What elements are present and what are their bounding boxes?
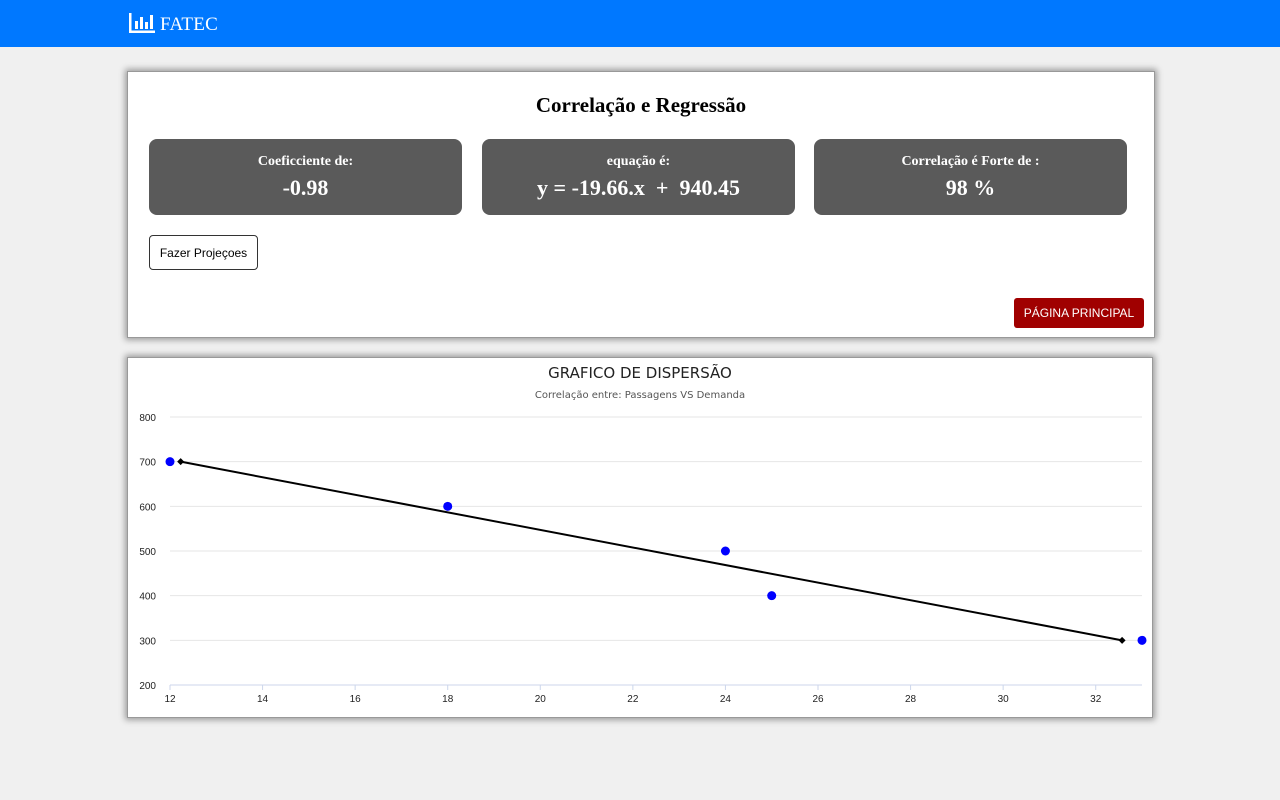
strength-card: Correlação é Forte de : 98 % — [814, 139, 1127, 215]
x-tick-label: 12 — [164, 694, 176, 705]
coefficient-card: Coeficciente de: -0.98 — [149, 139, 462, 215]
y-tick-label: 300 — [139, 636, 156, 647]
x-tick-label: 32 — [1090, 694, 1102, 705]
brand-text: FATEC — [160, 13, 219, 35]
scatter-point — [767, 591, 777, 601]
chart-title: GRAFICO DE DISPERSÃO — [548, 364, 732, 382]
y-tick-label: 700 — [139, 458, 156, 469]
y-tick-label: 200 — [139, 681, 156, 692]
scatter-point — [443, 501, 453, 511]
scatter-point — [720, 546, 730, 556]
bar-chart-icon — [129, 13, 155, 33]
home-page-button[interactable]: PÁGINA PRINCIPAL — [1014, 298, 1144, 328]
y-tick-label: 600 — [139, 502, 156, 513]
x-tick-label: 22 — [627, 694, 639, 705]
x-tick-label: 26 — [812, 694, 824, 705]
chart-panel: GRAFICO DE DISPERSÃO Correlação entre: P… — [127, 357, 1153, 718]
coefficient-value: -0.98 — [282, 175, 329, 200]
x-tick-label: 20 — [535, 694, 547, 705]
equation-label: equação é: — [606, 154, 671, 169]
scatter-point — [165, 457, 175, 467]
navbar: FATEC — [0, 0, 1280, 47]
equation-card: equação é: y = -19.66.x + 940.45 — [482, 139, 795, 215]
regression-point — [177, 458, 185, 466]
x-tick-label: 24 — [720, 694, 732, 705]
y-tick-label: 500 — [139, 547, 156, 558]
x-tick-label: 30 — [998, 694, 1010, 705]
x-tick-label: 28 — [905, 694, 917, 705]
brand-link[interactable]: FATEC — [128, 8, 218, 38]
scatter-chart: 200 300 400 500 600 700 800 12 14 16 18 20 22 24 26 28 3… — [139, 413, 1147, 705]
projections-button[interactable]: Fazer Projeçoes — [149, 235, 258, 270]
results-panel: Correlação e Regressão Coeficciente de: … — [127, 71, 1155, 338]
scatter-point — [1137, 635, 1147, 645]
y-tick-label: 400 — [139, 592, 156, 603]
coefficient-label: Coeficciente de: — [257, 154, 354, 169]
x-tick-label: 18 — [442, 694, 454, 705]
x-tick-label: 16 — [350, 694, 362, 705]
strength-label: Correlação é Forte de : — [901, 154, 1040, 169]
chart-subtitle: Correlação entre: Passagens VS Demanda — [534, 390, 746, 401]
regression-point — [1118, 636, 1126, 644]
y-tick-label: 800 — [139, 413, 156, 424]
page-title: Correlação e Regressão — [535, 93, 747, 117]
regression-line — [180, 460, 1123, 642]
equation-value: y = -19.66.x + 940.45 — [537, 175, 740, 200]
strength-value: 98 % — [945, 175, 996, 200]
x-tick-label: 14 — [257, 694, 269, 705]
